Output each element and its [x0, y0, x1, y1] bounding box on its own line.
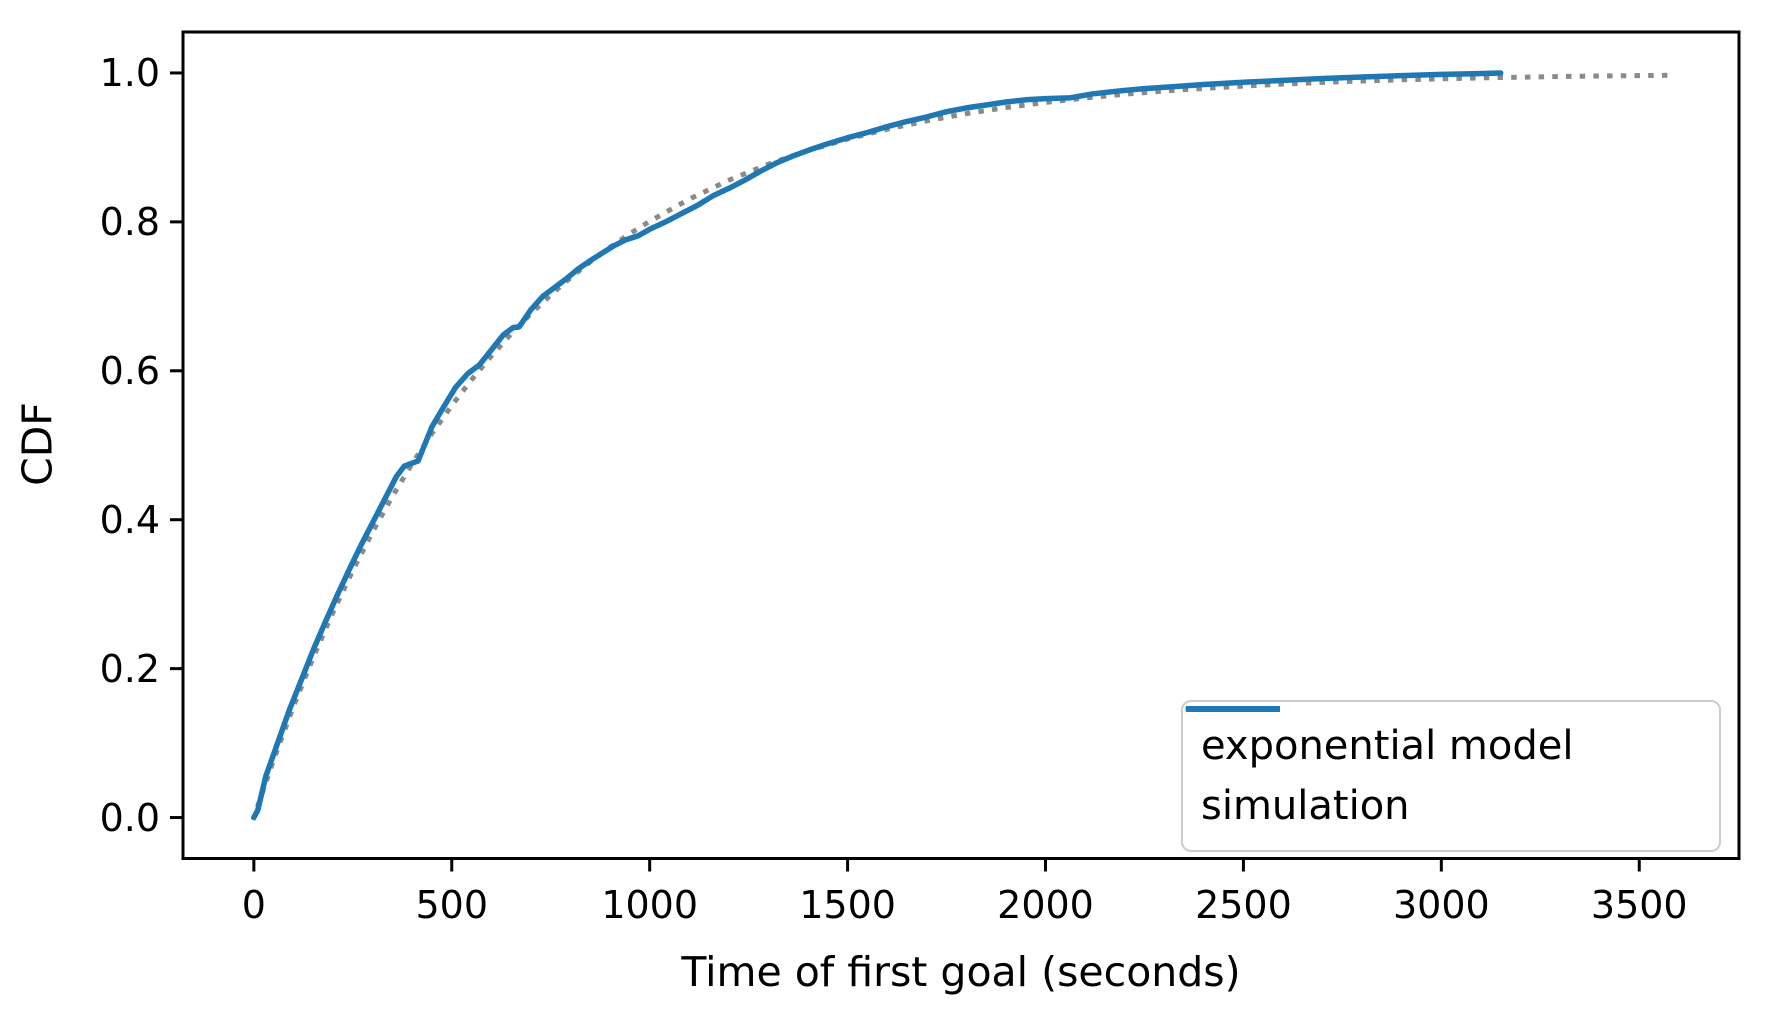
x-tick-label-5: 2500 — [1195, 883, 1292, 927]
y-tick-label-2: 0.4 — [99, 497, 160, 542]
y-tick-label-1: 0.2 — [99, 646, 160, 691]
legend-entry-exponential-model: exponential model — [1183, 706, 1719, 769]
y-tick-label-5: 1.0 — [99, 50, 160, 95]
legend-entry-simulation: simulation — [1183, 706, 1719, 829]
x-tick-label-1: 500 — [415, 883, 489, 927]
y-axis-title: CDF — [13, 402, 62, 486]
axes-spines — [181, 30, 1741, 860]
x-tick-label-6: 3000 — [1392, 883, 1490, 927]
y-tick-label-0: 0.0 — [99, 795, 160, 840]
legend-label-simulation: simulation — [1201, 783, 1410, 829]
x-tick-label-3: 1500 — [799, 883, 896, 927]
x-tick-label-4: 2000 — [997, 883, 1094, 927]
y-tick-label-4: 0.8 — [99, 199, 160, 244]
legend-label-exponential-model: exponential model — [1201, 723, 1574, 769]
x-tick-label-7: 3500 — [1590, 883, 1688, 927]
simulation-curve — [251, 70, 1504, 821]
legend: exponential model simulation — [1181, 700, 1721, 852]
x-tick-label-0: 0 — [241, 883, 266, 927]
y-tick-label-3: 0.6 — [99, 348, 160, 393]
solid-line-swatch — [1186, 706, 1280, 712]
x-axis-title: Time of first goal (seconds) — [681, 948, 1241, 996]
x-tick-label-2: 1000 — [601, 883, 699, 927]
